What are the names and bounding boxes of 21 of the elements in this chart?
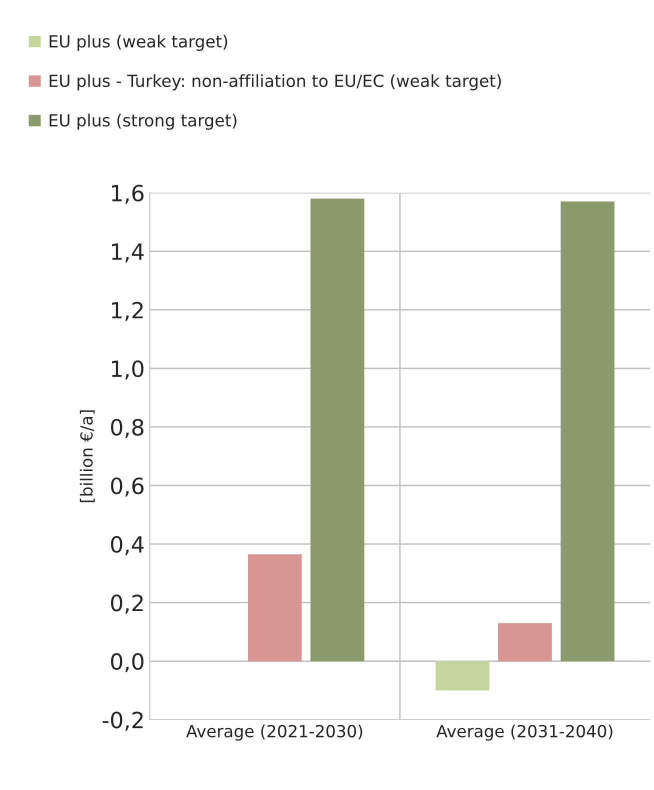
legend-label: EU plus (weak target) (50, 34, 228, 51)
bar (560, 202, 614, 662)
y-tick-label: 1,6 (112, 184, 144, 204)
y-tick-label: 1,2 (112, 302, 143, 321)
legend-label: EU plus (strong target) (50, 114, 236, 130)
y-tick-label: -0,2 (102, 712, 143, 731)
y-tick-label: 0,8 (111, 418, 144, 438)
legend-label: EU plus - Turkey: non-affiliation to EU/EC (weak target) (50, 74, 501, 90)
y-tick-label: 0,0 (111, 653, 144, 672)
y-tick-label: 0,6 (111, 477, 144, 497)
bar (498, 623, 552, 662)
y-tick-label: 0,4 (111, 536, 144, 556)
bar (436, 661, 490, 690)
bar (248, 554, 302, 662)
y-tick-label: 0,2 (111, 594, 143, 614)
y-axis-title: [billion €/a] (80, 410, 95, 502)
y-tick-label: 1,4 (112, 244, 144, 262)
bar (310, 198, 364, 662)
y-tick-label: 1,0 (112, 360, 144, 380)
x-tick-label: Average (2031-2040) (436, 724, 612, 741)
x-tick-label: Average (2021-2030) (186, 724, 362, 741)
